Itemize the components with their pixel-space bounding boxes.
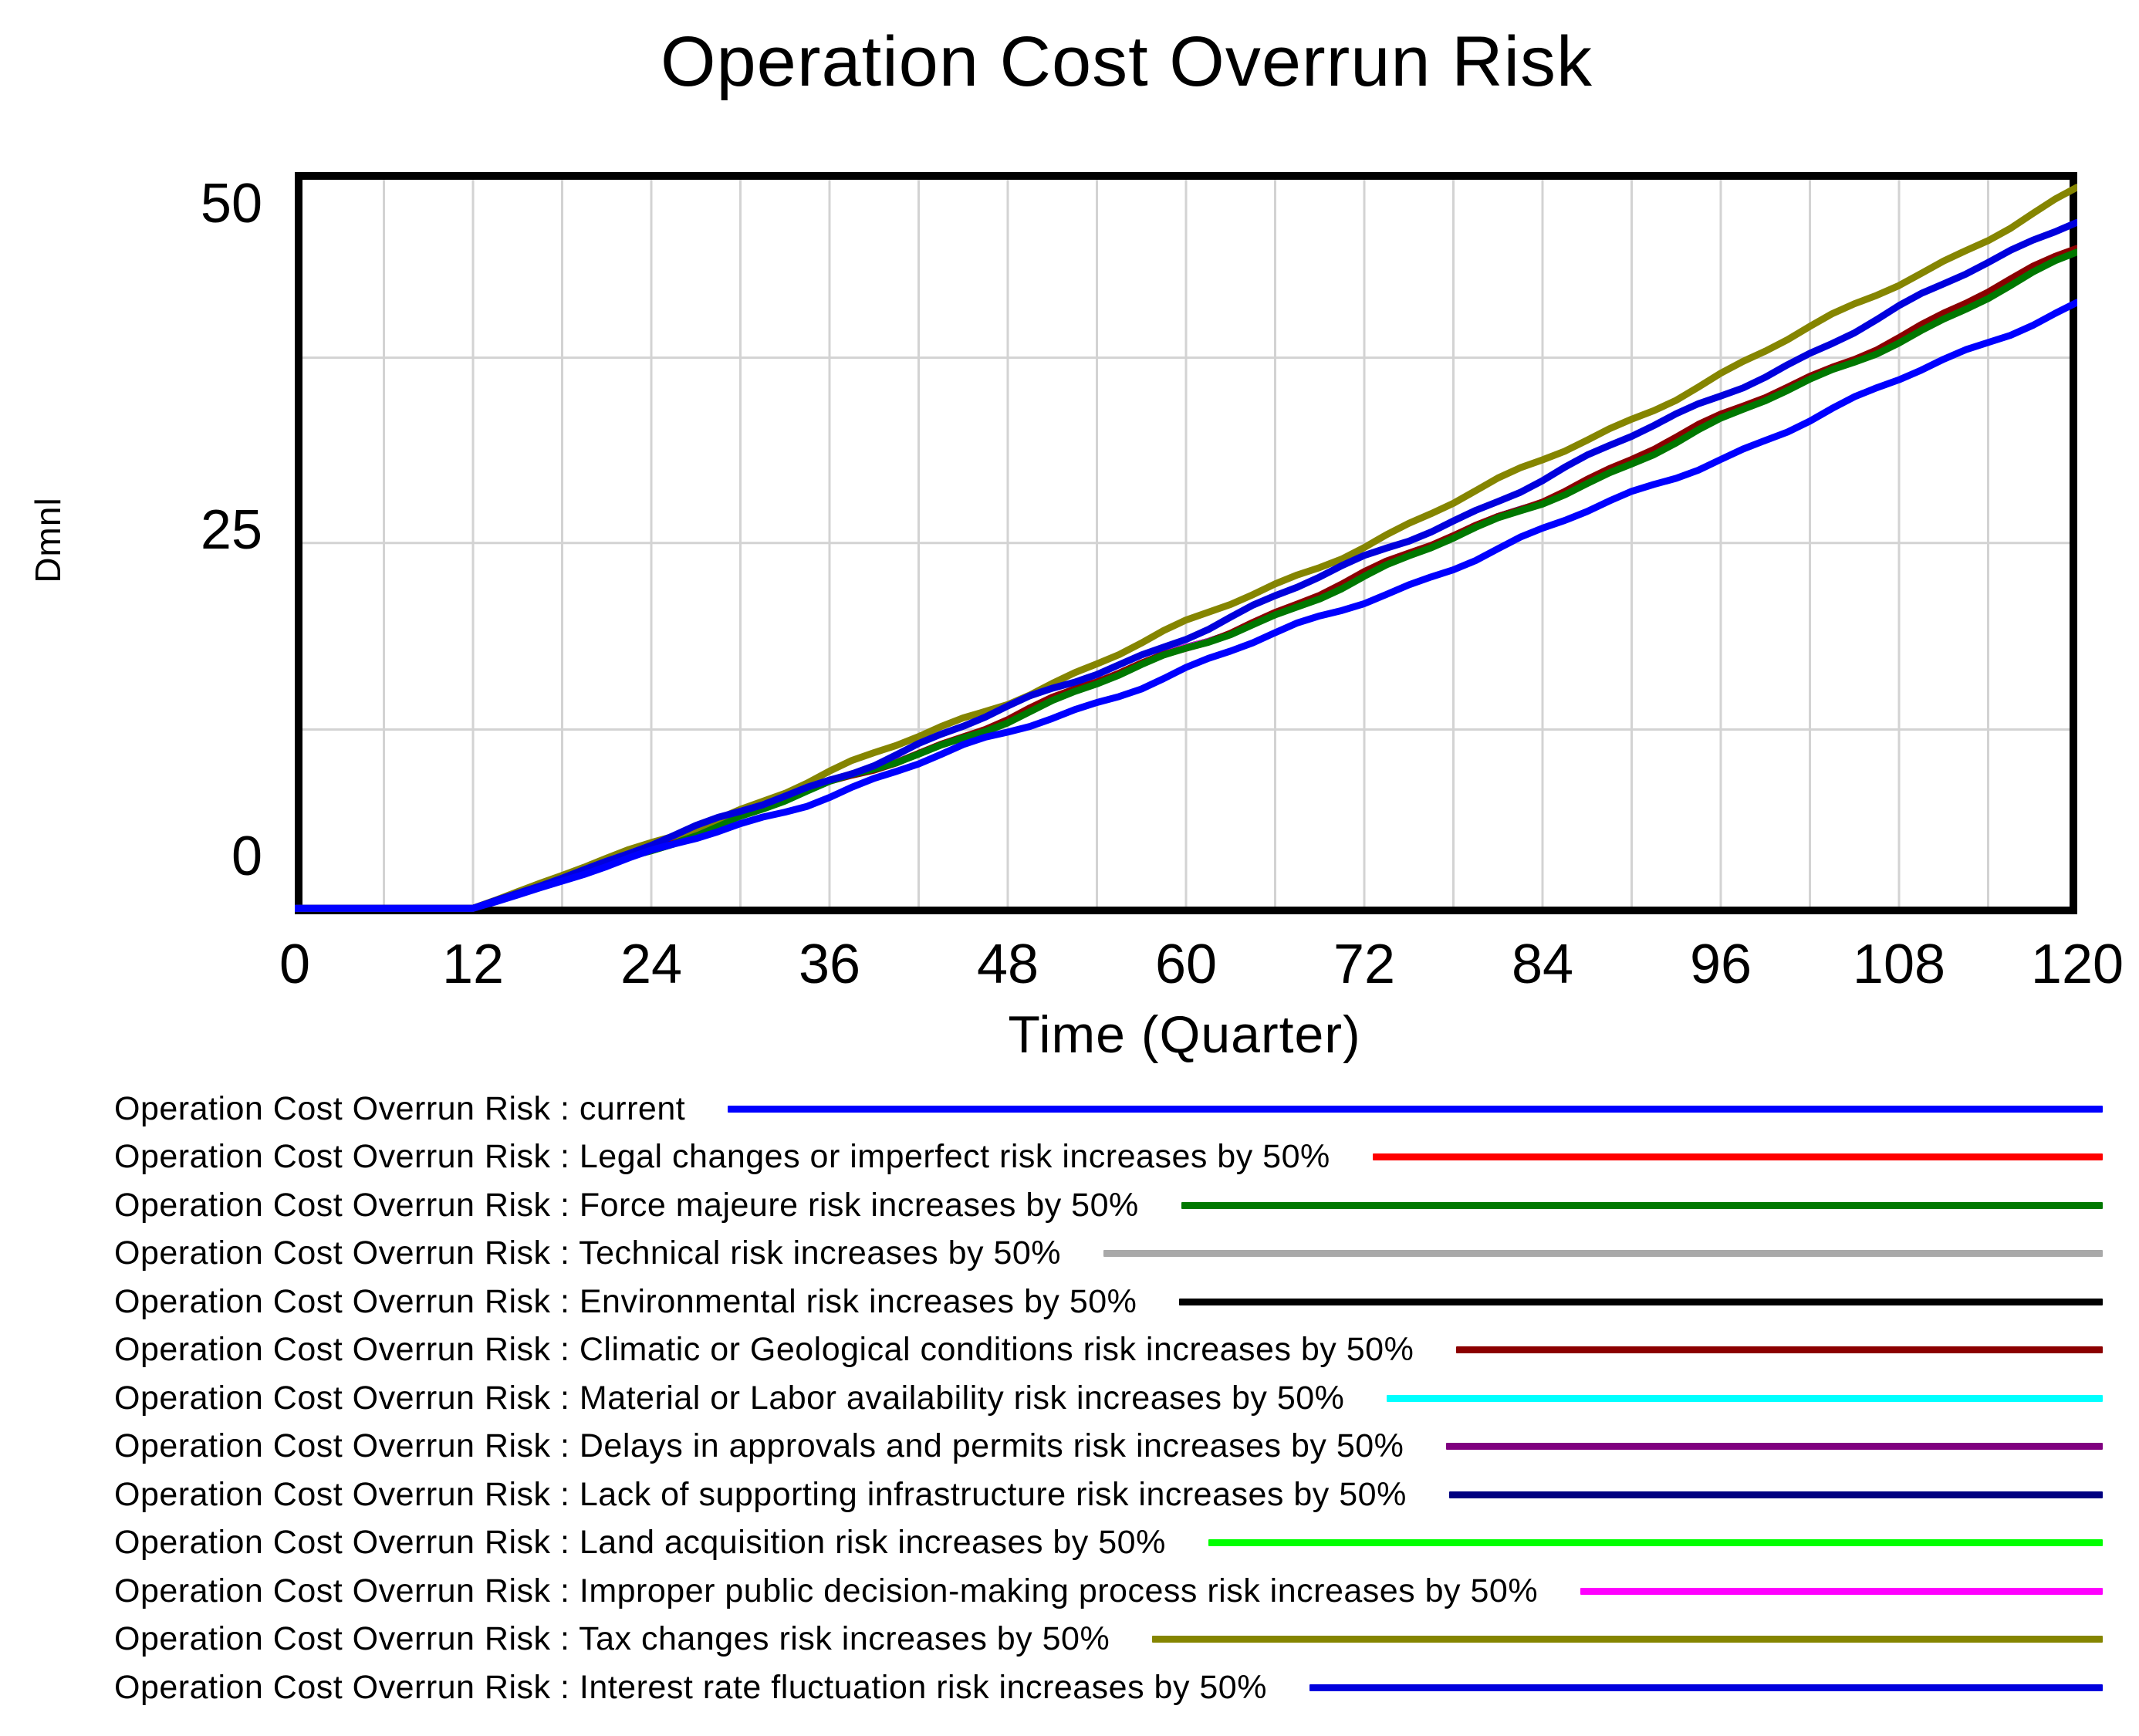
legend: Operation Cost Overrun Risk : current Ope… [114,1085,2103,1712]
legend-row: Operation Cost Overrun Risk : Lack of su… [114,1471,2103,1519]
x-tick-label: 84 [1511,934,1574,995]
legend-line-swatch [1181,1201,2103,1209]
legend-row: Operation Cost Overrun Risk : Force maje… [114,1181,2103,1230]
legend-row: Operation Cost Overrun Risk : Tax change… [114,1616,2103,1664]
legend-row: Operation Cost Overrun Risk : Delays in … [114,1423,2103,1471]
legend-line-swatch [1446,1443,2103,1451]
x-tick-label: 96 [1689,934,1752,995]
legend-row: Operation Cost Overrun Risk : Material o… [114,1374,2103,1423]
legend-label: Operation Cost Overrun Risk : Environmen… [114,1282,1137,1320]
x-tick-label: 108 [1852,934,1946,995]
legend-label: Operation Cost Overrun Risk : Technical … [114,1234,1062,1272]
legend-label: Operation Cost Overrun Risk : Material o… [114,1379,1345,1417]
legend-line-swatch [1208,1539,2103,1547]
legend-line-swatch [1456,1346,2103,1354]
legend-line-swatch [1372,1153,2103,1161]
x-tick-label: 36 [798,934,861,995]
x-tick-label: 12 [441,934,505,995]
legend-row: Operation Cost Overrun Risk : Technical … [114,1230,2103,1278]
y-axis-label: Dmnl [28,497,68,583]
y-tick-label: 25 [200,498,262,561]
x-tick-label: 0 [279,934,311,995]
legend-label: Operation Cost Overrun Risk : current [114,1089,686,1127]
legend-row: Operation Cost Overrun Risk : Climatic o… [114,1326,2103,1375]
legend-label: Operation Cost Overrun Risk : Interest r… [114,1668,1267,1706]
legend-label: Operation Cost Overrun Risk : Tax change… [114,1620,1110,1658]
y-tick-label: 0 [231,825,262,887]
x-tick-label: 72 [1333,934,1396,995]
legend-label: Operation Cost Overrun Risk : Force maje… [114,1186,1139,1224]
x-tick-label: 60 [1154,934,1218,995]
x-tick-label: 24 [620,934,683,995]
legend-row: Operation Cost Overrun Risk : Environmen… [114,1278,2103,1326]
legend-label: Operation Cost Overrun Risk : Climatic o… [114,1331,1414,1369]
x-tick-label: 120 [2030,934,2124,995]
legend-label: Operation Cost Overrun Risk : Lack of su… [114,1475,1407,1513]
legend-row: Operation Cost Overrun Risk : Interest r… [114,1663,2103,1712]
legend-line-swatch [1580,1587,2103,1595]
chart-canvas [295,172,2077,914]
y-tick-label: 50 [200,173,262,235]
plot-frame [295,172,2077,914]
legend-row: Operation Cost Overrun Risk : current [114,1085,2103,1133]
legend-line-swatch [1387,1394,2103,1402]
series-line-1 [295,299,2077,912]
legend-line-swatch [728,1105,2103,1113]
plot-area [295,172,2077,914]
x-tick-label: 48 [976,934,1039,995]
legend-label: Operation Cost Overrun Risk : Delays in … [114,1427,1404,1465]
legend-line-swatch [1448,1491,2103,1498]
legend-label: Operation Cost Overrun Risk : Improper p… [114,1572,1539,1609]
legend-row: Operation Cost Overrun Risk : Land acqui… [114,1519,2103,1568]
chart-title: Operation Cost Overrun Risk [660,22,1593,101]
series-line-13 [295,218,2077,912]
legend-line-swatch [1179,1298,2103,1305]
legend-label: Operation Cost Overrun Risk : Legal chan… [114,1138,1330,1176]
legend-label: Operation Cost Overrun Risk : Land acqui… [114,1524,1166,1562]
legend-line-swatch [1152,1636,2103,1643]
legend-row: Operation Cost Overrun Risk : Legal chan… [114,1133,2103,1182]
legend-row: Operation Cost Overrun Risk : Improper p… [114,1567,2103,1616]
legend-line-swatch [1103,1250,2103,1258]
x-axis-label: Time (Quarter) [1008,1005,1361,1064]
legend-line-swatch [1309,1684,2103,1691]
